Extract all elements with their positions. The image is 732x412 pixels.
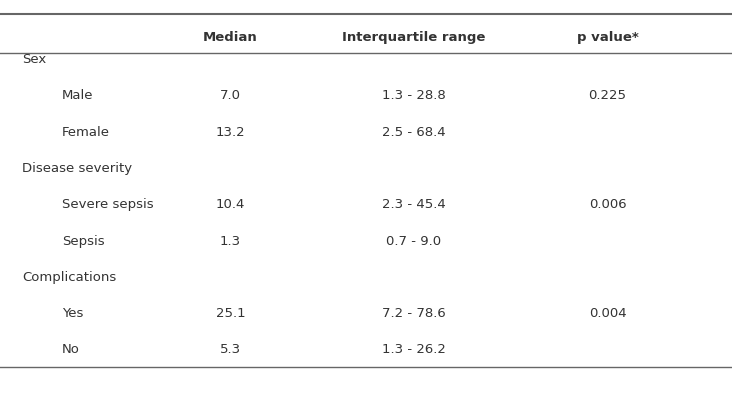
Text: Complications: Complications	[22, 271, 116, 284]
Text: Yes: Yes	[62, 307, 83, 320]
Text: 7.0: 7.0	[220, 89, 241, 103]
Text: 2.5 - 68.4: 2.5 - 68.4	[382, 126, 445, 139]
Text: 1.3 - 26.2: 1.3 - 26.2	[381, 343, 446, 356]
Text: p value*: p value*	[577, 30, 638, 44]
Text: Median: Median	[203, 30, 258, 44]
Text: 1.3: 1.3	[220, 234, 241, 248]
Text: Severe sepsis: Severe sepsis	[62, 198, 154, 211]
Text: Male: Male	[62, 89, 94, 103]
Text: Female: Female	[62, 126, 111, 139]
Text: 0.225: 0.225	[589, 89, 627, 103]
Text: Sepsis: Sepsis	[62, 234, 105, 248]
Text: 5.3: 5.3	[220, 343, 241, 356]
Text: 0.004: 0.004	[589, 307, 627, 320]
Text: 1.3 - 28.8: 1.3 - 28.8	[381, 89, 446, 103]
Text: 10.4: 10.4	[216, 198, 245, 211]
Text: Sex: Sex	[22, 53, 46, 66]
Text: Interquartile range: Interquartile range	[342, 30, 485, 44]
Text: 13.2: 13.2	[216, 126, 245, 139]
Text: Disease severity: Disease severity	[22, 162, 132, 175]
Text: 0.006: 0.006	[589, 198, 627, 211]
Text: 25.1: 25.1	[216, 307, 245, 320]
Text: 7.2 - 78.6: 7.2 - 78.6	[381, 307, 446, 320]
Text: No: No	[62, 343, 80, 356]
Text: 2.3 - 45.4: 2.3 - 45.4	[381, 198, 446, 211]
Text: 0.7 - 9.0: 0.7 - 9.0	[386, 234, 441, 248]
